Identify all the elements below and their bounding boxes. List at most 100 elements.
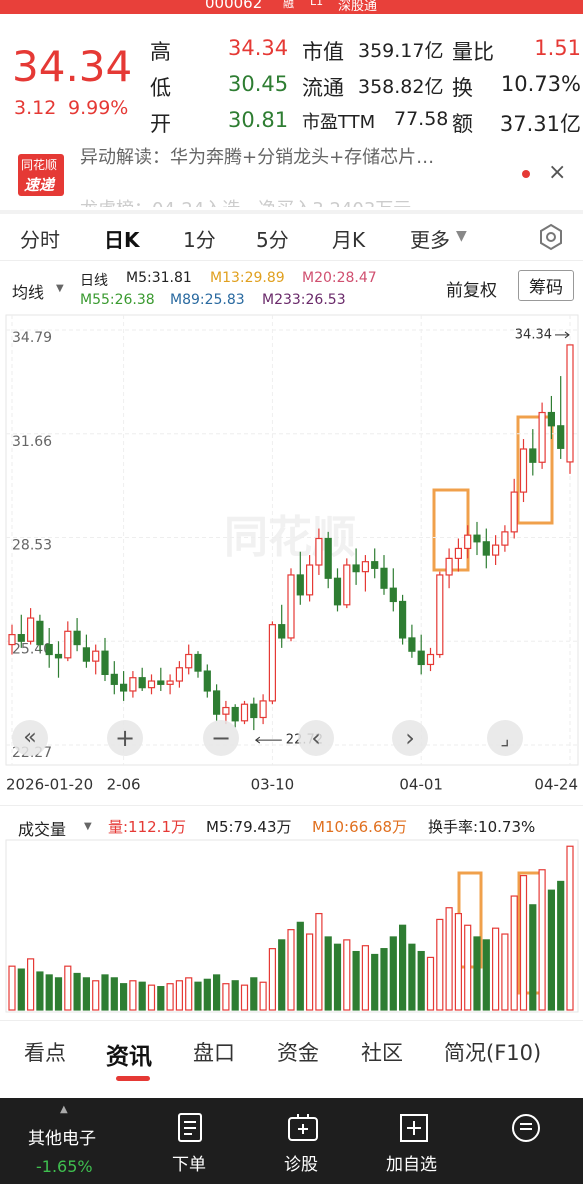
candle-body [380, 567, 388, 589]
top-strip: 000062 融 L1 深股通 [0, 0, 583, 14]
content-tab-active[interactable]: 资讯 [106, 1044, 152, 1070]
stat-value: 1.51 [534, 36, 581, 60]
zoom-button[interactable]: − [203, 720, 239, 756]
period-tab[interactable]: 更多 [410, 228, 450, 252]
period-tab[interactable]: 1分 [183, 228, 216, 252]
candle-body [287, 574, 295, 639]
sector-name[interactable]: 其他电子 [28, 1129, 96, 1149]
adjust-mode[interactable]: 前复权 [446, 281, 497, 301]
volume-bar [185, 977, 193, 1011]
expand-arrow: ▲ [60, 1104, 68, 1115]
x-tick-label: 03-10 [251, 776, 295, 794]
content-tab[interactable]: 社区 [361, 1041, 403, 1065]
tab-underline [116, 1076, 150, 1081]
volume-bar [157, 986, 165, 1011]
diagnose-icon[interactable] [286, 1112, 320, 1144]
action-label[interactable]: 下单 [172, 1155, 206, 1175]
news-line: 龙虎榜：04-24入选，净买入3.2403万元 [80, 195, 411, 207]
volume-bar [501, 933, 509, 1011]
action-label[interactable]: 加自选 [386, 1155, 437, 1175]
volume-item: 换手率:10.73% [428, 818, 536, 836]
content-tab[interactable]: 简况(F10) [444, 1041, 542, 1065]
content-tab[interactable]: 看点 [24, 1041, 66, 1065]
volume-selector[interactable]: 成交量 [18, 820, 67, 839]
candle-body [547, 411, 556, 427]
volume-bar [278, 939, 286, 1011]
ma-item: M20:28.47 [302, 270, 377, 286]
candle-body [203, 670, 211, 692]
volume-item: M5:79.43万 [206, 818, 292, 836]
volume-bar [8, 965, 16, 1011]
zoom-button[interactable]: + [107, 720, 143, 756]
volume-bar [306, 933, 314, 1011]
close-button[interactable]: × [548, 160, 567, 185]
settings-icon[interactable] [536, 222, 566, 252]
candle-body [73, 630, 81, 646]
stat-value: 359.17亿 [358, 40, 444, 62]
volume-bar [54, 977, 63, 1011]
change-pct: 9.99% [68, 97, 129, 119]
zoom-button[interactable]: › [392, 720, 428, 756]
badge: 融 [283, 0, 294, 10]
order-icon[interactable] [176, 1112, 206, 1144]
stat-value: 358.82亿 [358, 76, 444, 98]
period-tab[interactable]: 月K [332, 228, 366, 252]
add-watch-icon[interactable] [398, 1112, 430, 1144]
candle-body [222, 706, 230, 715]
period-tab[interactable]: 分时 [20, 228, 60, 252]
change: 3.12 [14, 97, 57, 119]
x-tick-label: 04-01 [399, 776, 443, 794]
badge: 深股通 [338, 0, 378, 14]
content-tab[interactable]: 盘口 [193, 1041, 235, 1065]
candle-body [529, 448, 537, 463]
volume-bar [445, 907, 453, 1011]
volume-bar [492, 927, 500, 1011]
candle-body [231, 706, 239, 722]
volume-bar [45, 974, 53, 1011]
volume-bar [566, 845, 574, 1011]
dropdown-arrow: ▼ [56, 283, 64, 294]
action-label[interactable]: 诊股 [284, 1155, 318, 1175]
candle-body [464, 534, 472, 550]
candle-body [185, 653, 193, 669]
zoom-button[interactable]: « [12, 720, 48, 756]
dropdown-arrow: ▼ [84, 821, 92, 832]
volume-item: M10:66.68万 [312, 818, 408, 836]
volume-bar [82, 977, 91, 1011]
x-tick-label: 2026-01-20 [6, 776, 93, 794]
volume-bar [547, 889, 556, 1011]
stat-label: 开 [150, 112, 171, 136]
stat-label: 市值 [302, 40, 344, 64]
volume-bar [333, 943, 342, 1011]
candle-body [426, 653, 435, 666]
period-tab-active[interactable]: 日K [104, 228, 140, 252]
volume-bar [399, 924, 407, 1011]
divider [0, 210, 583, 214]
candle-body [492, 544, 500, 556]
candle-body [129, 677, 137, 692]
chips-button[interactable]: 筹码 [518, 270, 574, 301]
volume-bar [175, 980, 183, 1011]
ma-selector[interactable]: 均线 [12, 283, 45, 302]
volume-bar [352, 950, 360, 1011]
volume-bar [557, 880, 565, 1011]
content-tab[interactable]: 资金 [277, 1041, 319, 1065]
ma-item: M89:25.83 [170, 292, 245, 308]
volume-bar [538, 869, 546, 1011]
y-tick-label: 31.66 [12, 434, 52, 450]
volume-bar [73, 972, 81, 1011]
volume-bar [380, 948, 388, 1011]
candle-body [566, 344, 574, 463]
volume-bar [408, 943, 416, 1011]
volume-bar [473, 936, 481, 1011]
candle-body [259, 700, 267, 719]
news-line[interactable]: 异动解读：华为奔腾+分销龙头+存储芯片… [80, 147, 435, 168]
period-tab[interactable]: 5分 [256, 228, 289, 252]
news-logo[interactable]: 同花顺 速递 [18, 154, 64, 196]
volume-bar [417, 950, 425, 1011]
zoom-button[interactable]: ‹ [298, 720, 334, 756]
stat-value: 37.31亿 [499, 112, 581, 136]
menu-icon[interactable] [510, 1112, 542, 1144]
zoom-button[interactable]: ⌟ [487, 720, 523, 756]
